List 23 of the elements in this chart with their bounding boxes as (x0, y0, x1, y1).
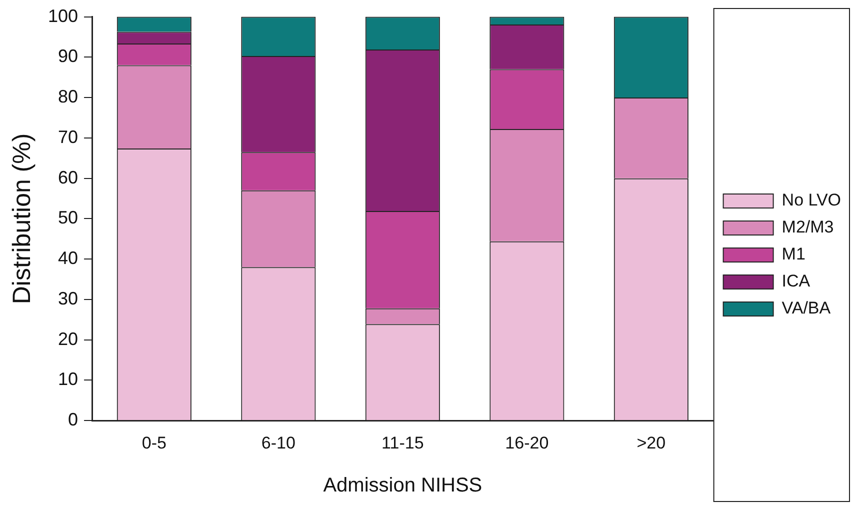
legend-label: ICA (782, 272, 811, 291)
y-axis-title: Distribution (%) (8, 133, 36, 304)
x-tick-label: >20 (636, 433, 666, 452)
x-tick-label: 11-15 (382, 433, 424, 452)
y-tick-label: 20 (58, 328, 78, 349)
legend-label: M1 (782, 244, 806, 264)
y-tick-label: 0 (68, 410, 78, 430)
legend-label: M2/M3 (782, 218, 834, 237)
y-tick-label: 50 (58, 208, 78, 228)
y-tick-label: 40 (58, 248, 78, 268)
x-tick-label: 6-10 (261, 433, 296, 452)
legend-label: No LVO (782, 190, 842, 210)
y-tick-label: 60 (58, 167, 78, 188)
x-axis-title: Admission NIHSS (323, 474, 482, 497)
y-tick-label: 10 (58, 369, 78, 390)
x-tick-label: 0-5 (142, 433, 166, 452)
y-tick-label: 80 (58, 86, 78, 107)
y-tick-label: 100 (48, 6, 78, 26)
y-tick-label: 90 (58, 46, 78, 66)
y-tick-label: 30 (58, 288, 78, 308)
y-tick-label: 70 (58, 126, 78, 147)
x-tick-label: 16-20 (505, 433, 549, 452)
legend-label: VA/BA (782, 298, 832, 318)
